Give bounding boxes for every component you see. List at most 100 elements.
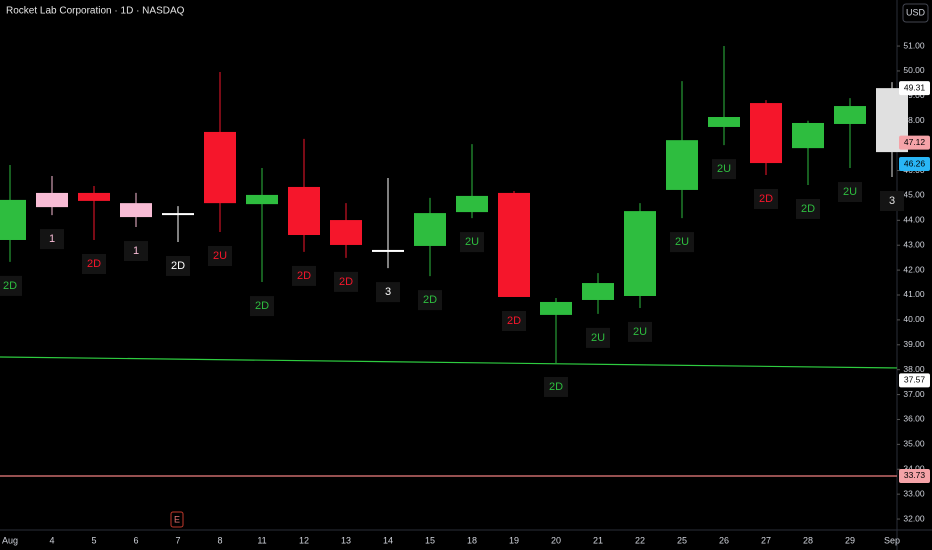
price-label: 37.57 — [904, 375, 926, 385]
y-tick-label: 45.00 — [903, 190, 925, 200]
x-tick-label: 12 — [299, 535, 309, 545]
label-box — [334, 271, 358, 292]
y-tick-label: 40.00 — [903, 314, 925, 324]
label-box — [0, 275, 22, 296]
y-tick-label: 39.00 — [903, 339, 925, 349]
candle-label: 2D — [339, 276, 353, 288]
candle-body — [708, 117, 740, 127]
label-box — [712, 159, 736, 180]
label-box — [460, 232, 484, 253]
price-label-box — [899, 468, 930, 483]
candle-label: 2D — [297, 270, 311, 282]
y-tick-label: 35.00 — [903, 439, 925, 449]
candle-label: 2D — [507, 315, 521, 327]
x-tick-label: 8 — [217, 535, 222, 545]
earnings-marker-label[interactable]: E — [174, 514, 180, 524]
price-label: 49.31 — [904, 82, 926, 92]
y-tick-label: 51.00 — [903, 40, 925, 50]
label-box — [292, 265, 316, 286]
x-tick-label: 15 — [425, 535, 435, 545]
candle-label: 1 — [133, 245, 139, 257]
x-tick-label: 28 — [803, 535, 813, 545]
candle-body — [834, 106, 866, 124]
y-tick-label: 38.00 — [903, 364, 925, 374]
y-tick-label: 34.00 — [903, 464, 925, 474]
candle-label: 2D — [171, 260, 185, 272]
candle-label: 2U — [213, 250, 227, 262]
x-tick-label: 14 — [383, 535, 393, 545]
candle-label: 1 — [49, 233, 55, 245]
candle-body — [414, 213, 446, 246]
y-tick-label: 37.00 — [903, 389, 925, 399]
label-box — [418, 290, 442, 311]
x-tick-label: 21 — [593, 535, 603, 545]
label-box — [586, 327, 610, 348]
candle-label: 3 — [385, 286, 391, 298]
x-tick-label: 18 — [467, 535, 477, 545]
price-label-box — [899, 373, 930, 388]
candle-body — [540, 301, 572, 315]
x-tick-label: 13 — [341, 535, 351, 545]
label-box — [376, 282, 400, 303]
y-tick-label: 33.00 — [903, 488, 925, 498]
candle-body — [666, 140, 698, 190]
earnings-marker[interactable] — [170, 511, 184, 528]
label-box — [754, 189, 778, 210]
x-tick-label: 22 — [635, 535, 645, 545]
candle-body — [204, 131, 236, 204]
candle-label: 2D — [87, 258, 101, 270]
candle-body — [288, 186, 320, 236]
price-label-box — [899, 135, 930, 150]
candle-label: 2U — [717, 163, 731, 175]
candle-body — [750, 103, 782, 164]
price-label-box — [899, 157, 930, 172]
x-tick-label: 26 — [719, 535, 729, 545]
x-tick-label: 20 — [551, 535, 561, 545]
label-box — [82, 253, 106, 274]
label-box — [838, 182, 862, 203]
y-tick-label: 50.00 — [903, 65, 925, 75]
candle-body — [624, 211, 656, 296]
chart-title: Rocket Lab Corporation · 1D · NASDAQ — [6, 6, 185, 17]
candle-label: 2U — [843, 186, 857, 198]
price-label: 47.12 — [904, 137, 926, 147]
label-box — [502, 310, 526, 331]
x-tick-label: Aug — [2, 535, 18, 545]
y-tick-label: 48.00 — [903, 115, 925, 125]
x-tick-label: 27 — [761, 535, 771, 545]
y-tick-label: 43.00 — [903, 239, 925, 249]
candle-label: 2D — [423, 294, 437, 306]
candle-body — [498, 192, 530, 297]
label-box — [208, 246, 232, 267]
price-label: 33.73 — [904, 470, 926, 480]
label-box — [124, 241, 148, 262]
x-tick-label: 7 — [175, 535, 180, 545]
currency-button-label[interactable]: USD — [906, 7, 926, 17]
candle-body — [36, 192, 68, 208]
candle-label: 2U — [465, 236, 479, 248]
label-box — [250, 296, 274, 317]
candle-body — [582, 283, 614, 300]
label-box — [796, 198, 820, 219]
x-tick-label: 25 — [677, 535, 687, 545]
label-box — [166, 255, 190, 276]
candle-body — [372, 249, 404, 252]
price-label-box — [899, 81, 930, 96]
candle-body — [246, 194, 278, 205]
candle-label: 2U — [591, 332, 605, 344]
x-tick-label: Sep — [884, 535, 900, 545]
y-tick-label: 42.00 — [903, 264, 925, 274]
currency-button[interactable] — [902, 3, 929, 23]
label-box — [628, 321, 652, 342]
candle-body — [792, 122, 824, 149]
candle-body — [162, 213, 194, 216]
y-tick-label: 41.00 — [903, 289, 925, 299]
x-tick-label: 6 — [133, 535, 138, 545]
candle-body — [456, 195, 488, 213]
candle-label: 2D — [549, 381, 563, 393]
candle-label: 2D — [759, 193, 773, 205]
candle-label: 2D — [3, 280, 17, 292]
label-box — [880, 190, 904, 211]
x-tick-label: 11 — [257, 535, 266, 545]
candle-label: 2D — [255, 300, 269, 312]
